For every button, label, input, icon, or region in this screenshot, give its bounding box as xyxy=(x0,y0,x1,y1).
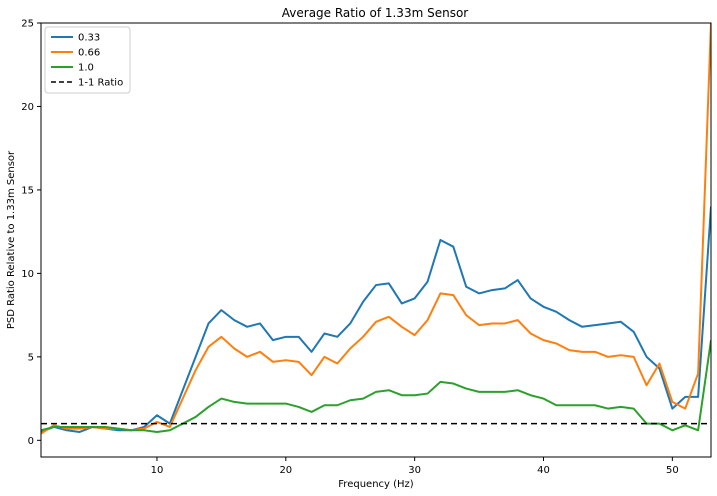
y-axis: 0 5 10 15 20 25 xyxy=(21,19,41,447)
y-tick-label: 10 xyxy=(21,269,34,280)
plot-area xyxy=(41,23,711,457)
series-line-0 xyxy=(41,206,711,433)
x-tick-label: 40 xyxy=(537,465,550,476)
x-tick-label: 30 xyxy=(408,465,421,476)
plot-frame xyxy=(40,22,712,458)
x-tick-label: 20 xyxy=(279,465,292,476)
series-line-2 xyxy=(41,340,711,433)
y-tick-label: 5 xyxy=(28,352,34,363)
series-layer xyxy=(41,23,711,435)
y-tick-label: 25 xyxy=(21,19,34,30)
x-tick-label: 10 xyxy=(151,465,164,476)
legend-label: 0.33 xyxy=(78,33,100,44)
legend-label: 0.66 xyxy=(78,48,100,59)
legend-label: 1.0 xyxy=(78,63,94,74)
legend-box xyxy=(44,26,131,94)
y-tick-label: 20 xyxy=(21,102,34,113)
x-tick-label: 50 xyxy=(666,465,679,476)
chart-title: Average Ratio of 1.33m Sensor xyxy=(282,6,469,20)
x-axis-title: Frequency (Hz) xyxy=(338,479,414,490)
y-tick-label: 15 xyxy=(21,185,34,196)
legend-label: 1-1 Ratio xyxy=(78,78,123,89)
y-axis-title: PSD Ratio Relative to 1.33m Sensor xyxy=(6,150,17,329)
x-axis: 10 20 30 40 50 xyxy=(151,457,679,476)
y-tick-label: 0 xyxy=(28,436,34,447)
legend: 0.33 0.66 1.0 1-1 Ratio xyxy=(44,26,131,94)
